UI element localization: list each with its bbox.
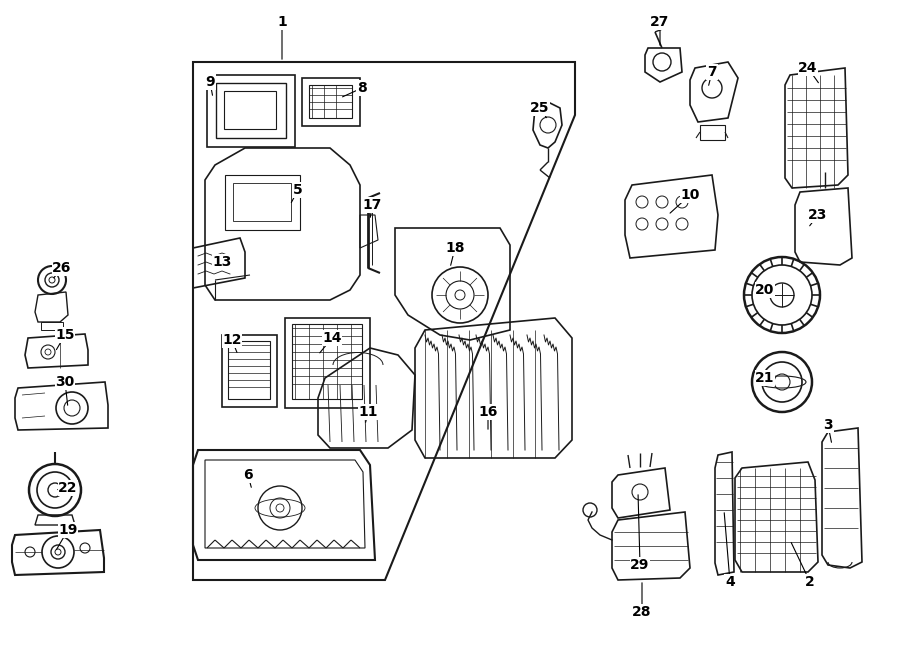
Text: 20: 20: [755, 283, 775, 297]
Text: 15: 15: [55, 328, 75, 342]
Text: 2: 2: [806, 575, 814, 589]
Text: 10: 10: [680, 188, 699, 202]
Text: 30: 30: [56, 375, 75, 389]
Bar: [302, 78, 360, 126]
Text: 27: 27: [651, 15, 670, 29]
Text: 1: 1: [277, 15, 287, 29]
Text: 26: 26: [52, 261, 72, 275]
Text: 5: 5: [293, 183, 303, 197]
Text: 6: 6: [243, 468, 253, 482]
Text: 22: 22: [58, 481, 77, 495]
Text: 16: 16: [478, 405, 498, 419]
Bar: [224, 91, 276, 129]
Bar: [292, 324, 362, 399]
Bar: [207, 75, 295, 147]
Bar: [309, 85, 352, 118]
Text: 8: 8: [357, 81, 367, 95]
Text: 3: 3: [824, 418, 832, 432]
Text: 7: 7: [707, 65, 716, 79]
Text: 24: 24: [798, 61, 818, 75]
Text: 17: 17: [363, 198, 382, 212]
Text: 11: 11: [358, 405, 378, 419]
Text: 21: 21: [755, 371, 775, 385]
Text: 14: 14: [322, 331, 342, 345]
Text: 13: 13: [212, 255, 231, 269]
Text: 29: 29: [630, 558, 650, 572]
Text: 4: 4: [725, 575, 735, 589]
Text: 25: 25: [530, 101, 550, 115]
Bar: [285, 318, 370, 408]
Text: 9: 9: [205, 75, 215, 89]
Bar: [228, 341, 270, 399]
Text: 12: 12: [222, 333, 242, 347]
Bar: [216, 83, 286, 138]
Text: 28: 28: [632, 605, 652, 619]
Text: 18: 18: [446, 241, 464, 255]
Text: 23: 23: [808, 208, 828, 222]
Bar: [41, 322, 63, 330]
Text: 19: 19: [58, 523, 77, 537]
Bar: [233, 183, 291, 221]
Bar: [700, 125, 725, 140]
Bar: [225, 175, 300, 230]
Bar: [222, 335, 277, 407]
